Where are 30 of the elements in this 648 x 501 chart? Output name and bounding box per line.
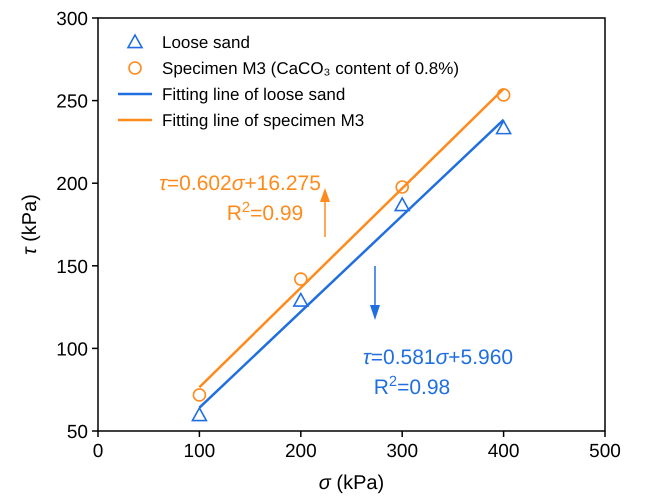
y-tick-label: 300 bbox=[56, 9, 88, 30]
x-tick-label: 0 bbox=[92, 441, 104, 462]
point bbox=[294, 272, 308, 286]
point bbox=[192, 407, 208, 422]
y-tick-label: 200 bbox=[56, 174, 88, 196]
y-tick-label: 250 bbox=[56, 92, 88, 113]
y-tick-label: 100 bbox=[56, 339, 88, 360]
annotation: R$^{2}$=0.98 bbox=[374, 374, 450, 399]
legend-label: Specimen M3 (CaCO₃ content of 0.8%) bbox=[162, 59, 459, 78]
legend-label: Fitting line of specimen M3 bbox=[162, 111, 364, 130]
x-tick-label: 400 bbox=[488, 441, 520, 462]
x-tick-label: 500 bbox=[589, 441, 621, 462]
point bbox=[496, 120, 512, 134]
point bbox=[394, 197, 410, 212]
point bbox=[496, 88, 510, 102]
point bbox=[395, 180, 409, 194]
legend-label: Fitting line of loose sand bbox=[162, 85, 346, 104]
y-tick-label: 150 bbox=[56, 256, 88, 278]
x-tick-label: 300 bbox=[386, 441, 418, 462]
point bbox=[192, 388, 206, 402]
annotation: τ=0.581σ+5.960 bbox=[362, 346, 514, 369]
y-tick-label: 50 bbox=[66, 422, 88, 443]
annotation: R$^{2}$=0.99 bbox=[226, 200, 304, 225]
x-tick-label: 100 bbox=[184, 441, 216, 462]
x-tick-label: 200 bbox=[284, 441, 317, 462]
annotation: τ=0.602σ+16.275 bbox=[159, 172, 321, 195]
point bbox=[293, 292, 309, 307]
legend-label: Loose sand bbox=[162, 33, 250, 52]
x-axis-title: σ (kPa) bbox=[318, 472, 384, 494]
y-axis-title: τ (kPa) bbox=[19, 194, 41, 255]
